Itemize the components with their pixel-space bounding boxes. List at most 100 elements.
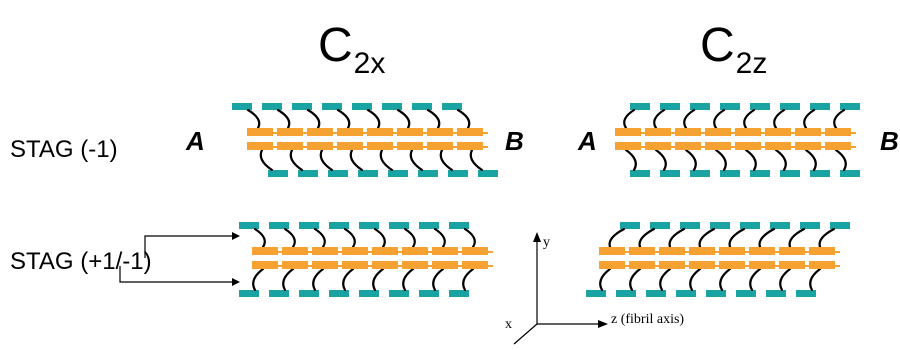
strand-bottom-segment	[720, 170, 740, 177]
strand-top-segment	[780, 103, 800, 110]
strand-top-segment	[770, 222, 790, 229]
connector-top	[758, 227, 776, 249]
strand-top-segment	[292, 103, 312, 110]
strand-bottom-segment	[328, 170, 348, 177]
core-bridge	[422, 132, 428, 134]
strand-top-segment	[352, 103, 372, 110]
connector-top	[403, 227, 416, 249]
connector-bottom	[439, 148, 454, 172]
strand-top-segment	[630, 103, 650, 110]
connector-bottom	[779, 267, 792, 292]
core-bridge	[272, 132, 278, 134]
strand-bottom-segment	[810, 170, 830, 177]
axis-line-x	[513, 323, 538, 345]
core-segment-bottom	[659, 261, 685, 269]
core-segment-top	[749, 247, 775, 255]
core-bridge	[457, 265, 463, 267]
core-segment-bottom	[675, 142, 701, 150]
core-segment-bottom	[432, 261, 458, 269]
strand-bottom-segment	[269, 290, 289, 297]
core-bridge	[774, 251, 780, 253]
connector-top	[456, 108, 471, 130]
column-header-main: C	[318, 19, 353, 72]
core-segment-bottom	[457, 142, 483, 150]
core-bridge	[332, 146, 338, 148]
core-segment-bottom	[247, 142, 273, 150]
core-segment-top	[402, 247, 428, 255]
core-segment-top	[337, 128, 363, 136]
connector-bottom	[409, 148, 424, 172]
core-segment-top	[282, 247, 308, 255]
core-bridge	[804, 251, 810, 253]
strand-bottom-segment	[630, 170, 650, 177]
core-segment-bottom	[615, 142, 641, 150]
core-segment-top	[689, 247, 715, 255]
core-segment-top	[735, 128, 761, 136]
strand-bottom-segment	[358, 170, 378, 177]
column-header-subscript: 2x	[353, 47, 386, 80]
core-bridge	[487, 251, 493, 253]
connector-bottom	[289, 148, 304, 172]
core-bridge	[714, 265, 720, 267]
core-segment-bottom	[307, 142, 333, 150]
core-bridge	[744, 251, 750, 253]
connector-bottom	[684, 148, 697, 172]
core-bridge	[422, 146, 428, 148]
core-segment-top	[342, 247, 368, 255]
connector-bottom	[312, 267, 325, 292]
core-segment-bottom	[599, 261, 625, 269]
strand-bottom-segment	[359, 290, 379, 297]
core-segment-bottom	[735, 142, 761, 150]
core-segment-bottom	[367, 142, 393, 150]
strand-bottom-segment	[796, 290, 816, 297]
core-segment-bottom	[342, 261, 368, 269]
connector-bottom	[629, 267, 642, 292]
core-bridge	[307, 265, 313, 267]
strand-bottom-segment	[840, 170, 860, 177]
strand-bottom-segment	[298, 170, 318, 177]
strand-top-segment	[830, 222, 850, 229]
connector-top	[668, 227, 686, 249]
connector-bottom	[749, 267, 762, 292]
core-segment-top	[809, 247, 835, 255]
core-bridge	[700, 132, 706, 134]
strand-top-segment	[720, 103, 740, 110]
core-segment-bottom	[629, 261, 655, 269]
connector-bottom	[462, 267, 475, 292]
connector-bottom	[809, 267, 822, 292]
connector-bottom	[252, 267, 265, 292]
connector-bottom	[804, 148, 817, 172]
arrowhead-top	[232, 232, 240, 240]
strand-top-segment	[322, 103, 342, 110]
strand-top-segment	[299, 222, 319, 229]
core-segment-bottom	[779, 261, 805, 269]
core-segment-bottom	[749, 261, 775, 269]
core-bridge	[700, 146, 706, 148]
strand-top-segment	[690, 103, 710, 110]
core-segment-bottom	[462, 261, 488, 269]
core-bridge	[397, 265, 403, 267]
connector-top	[336, 108, 351, 130]
bracket-arrow-top	[144, 235, 232, 258]
strand-top-segment	[419, 222, 439, 229]
strand-bottom-segment	[676, 290, 696, 297]
strand-top-segment	[710, 222, 730, 229]
connector-top	[743, 108, 756, 130]
connector-top	[276, 108, 291, 130]
connector-bottom	[319, 148, 334, 172]
strand-top-segment	[329, 222, 349, 229]
core-bridge	[790, 132, 796, 134]
connector-top	[653, 108, 666, 130]
connector-top	[608, 227, 626, 249]
core-segment-bottom	[372, 261, 398, 269]
core-bridge	[392, 146, 398, 148]
strand-bottom-segment	[478, 170, 498, 177]
connector-top	[833, 108, 846, 130]
connector-bottom	[654, 148, 667, 172]
core-bridge	[337, 251, 343, 253]
strand-top-segment	[382, 103, 402, 110]
strand-bottom-segment	[750, 170, 770, 177]
connector-bottom	[719, 267, 732, 292]
core-segment-top	[825, 128, 851, 136]
strand-bottom-segment	[660, 170, 680, 177]
